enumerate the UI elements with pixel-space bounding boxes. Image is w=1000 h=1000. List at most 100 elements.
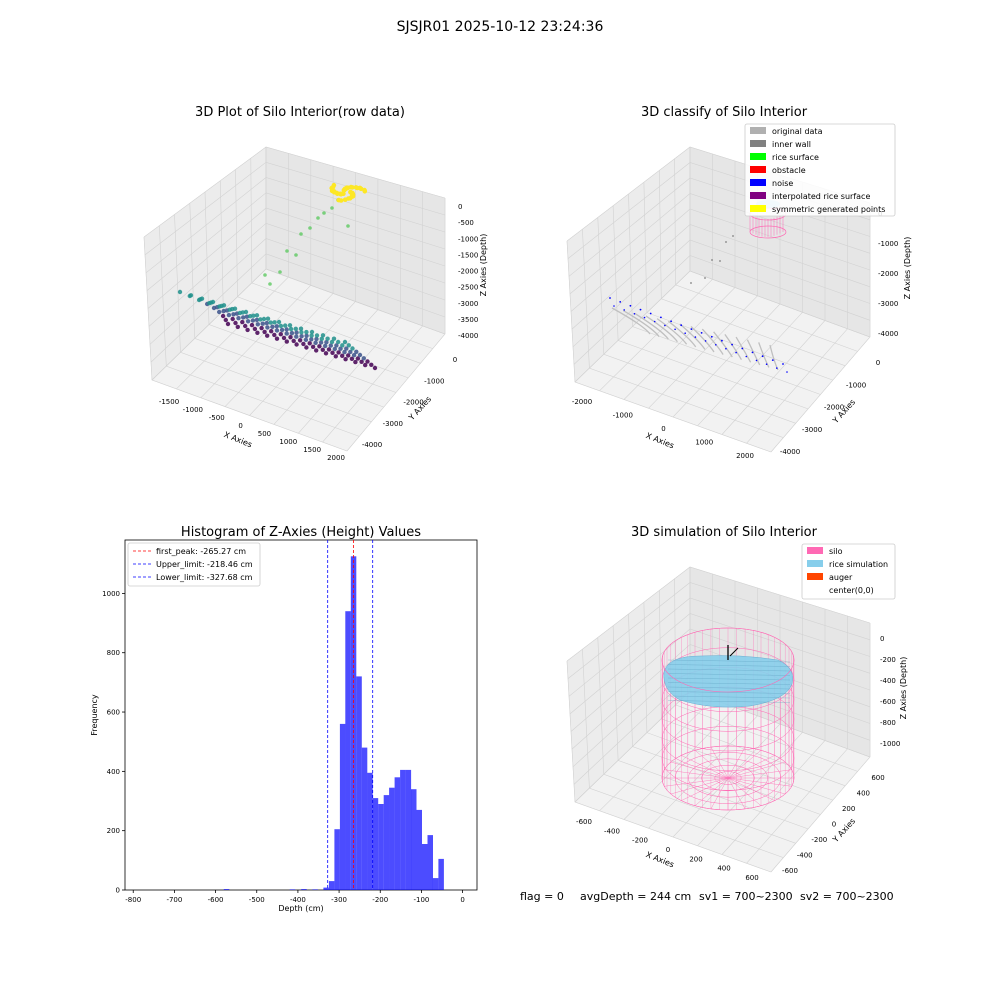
panel1-ytick: -2000: [403, 399, 423, 407]
panel1-point: [330, 206, 334, 210]
panel3-histogram-bar: [350, 556, 357, 890]
panel2-ticks: -2000 -1000 0 1000 2000 0 -1000 -2000 -3000 -4000…: [572, 210, 899, 460]
panel1-point: [299, 334, 304, 339]
panel3-histogram-bar: [334, 829, 340, 890]
panel3-histogram-bar: [411, 789, 417, 890]
panel1-point: [288, 335, 293, 340]
panel1-point: [349, 192, 355, 198]
panel1-point: [324, 340, 329, 345]
panel4-ztick: -800: [880, 719, 896, 727]
panel2-noise-point: [639, 308, 642, 311]
panel2-noise-point: [609, 297, 611, 299]
panel1-point: [359, 359, 364, 364]
panel3-bars: [223, 556, 444, 890]
panel1-point: [225, 321, 231, 327]
panel2-xtick: 2000: [736, 452, 754, 460]
panel1-point: [284, 327, 289, 332]
panel1-point: [372, 365, 378, 371]
panel3-ytick-label: 0: [116, 887, 120, 895]
panel1-xtick: 2000: [327, 454, 345, 462]
panel3-histogram-bar: [312, 889, 318, 890]
panel1-ztick: -4000: [458, 332, 478, 340]
panel3-ytick-label: 1000: [102, 590, 120, 598]
panel3-histogram-bar: [400, 769, 406, 890]
panel2-legend-swatch: [750, 127, 766, 134]
panel1-point: [226, 312, 232, 318]
panel1-point: [284, 331, 289, 336]
panel4-silo-floor-spoke: [727, 761, 786, 779]
panel1-point: [336, 339, 341, 345]
panel1-point: [340, 353, 345, 358]
panel1-point: [354, 349, 359, 354]
panel2-wall-curve: [701, 328, 724, 355]
panel1-point: [361, 356, 366, 361]
panel4-zlabel: Z Axies (Depth): [899, 657, 908, 720]
panel1-point: [301, 341, 306, 347]
panel2-legend: original data inner wall rice surface obsta…: [744, 123, 896, 217]
panel4-xtick: 0: [666, 846, 670, 854]
panel4-silo-floor-spoke: [670, 777, 729, 795]
panel-histogram: Histogram of Z-Axies (Height) Values -80…: [90, 525, 478, 913]
panel2-noise-point: [751, 351, 754, 354]
panel1-point: [304, 329, 309, 335]
panel1-point: [287, 323, 293, 328]
panel3-ytick-label: 800: [107, 649, 120, 657]
panel2-noise-point: [690, 328, 693, 330]
panel1-point: [309, 329, 315, 335]
panel2-noise-point: [680, 324, 683, 327]
panel3-xlabel: Depth (cm): [278, 904, 323, 913]
panel2-legend-label: interpolated rice surface: [772, 192, 870, 201]
panel3-ref-lines: [327, 540, 374, 890]
panel4-xtick: 400: [717, 865, 730, 873]
panel1-ytick: -3000: [383, 420, 403, 428]
panel1-point: [309, 337, 314, 342]
panel1-point: [354, 185, 360, 191]
panel1-zlabel: Z Axies (Depth): [479, 234, 488, 297]
panel2-legend-swatch: [750, 140, 766, 147]
panel3-ytick-label: 400: [107, 768, 120, 776]
panel2-grid-y: [643, 182, 834, 381]
panel1-point: [303, 337, 309, 342]
panel2-noise-point: [674, 328, 676, 331]
panel1-point: [314, 336, 319, 342]
panel1-point: [304, 345, 309, 350]
panel1-point: [250, 318, 256, 323]
panel1-ytick: -4000: [362, 441, 382, 449]
panel1-point: [320, 347, 325, 352]
panel4-title: 3D simulation of Silo Interior: [631, 525, 818, 540]
panel2-ytick: -1000: [846, 381, 866, 389]
panel4-silo-wall-ring: [661, 745, 795, 811]
panel1-ztick: -1000: [458, 235, 478, 243]
panel2-xtick: -1000: [613, 412, 633, 420]
panel3-legend-frame: [127, 542, 261, 587]
panel2-noise-point: [765, 363, 768, 366]
panel1-point: [343, 186, 349, 192]
panel4-silo-floor-spoke: [664, 769, 729, 779]
panel1-point: [274, 336, 280, 341]
panel3-xtick-label: -700: [166, 896, 182, 904]
panel2-wall-curve: [735, 336, 752, 363]
panel3-histogram-bar: [422, 844, 428, 890]
panel3-plot-frame: [124, 539, 478, 891]
panel4-legend: silo rice simulation auger center(0,0): [801, 543, 896, 600]
panel1-point: [294, 330, 299, 335]
panel2-grid-y: [612, 205, 809, 410]
panel2-grid-y: [674, 158, 858, 352]
panel1-point: [278, 332, 283, 337]
panel1-ztick: 0: [458, 203, 462, 211]
panel2-point: [690, 282, 692, 284]
flag-text: flag = 0: [520, 890, 564, 903]
panel1-ztick: -500: [458, 219, 474, 227]
panel1-point: [265, 316, 271, 321]
panel4-ytick: 400: [857, 790, 870, 798]
panel2-xtick: 1000: [695, 439, 713, 447]
panel1-point: [274, 328, 280, 333]
panel2-legend-label: inner wall: [772, 140, 811, 149]
panel2-noise-point: [771, 359, 774, 361]
panel1-point: [272, 320, 277, 325]
panel1-point: [245, 319, 251, 324]
panel1-point: [285, 249, 289, 253]
panel4-ztick: -200: [880, 656, 896, 664]
panel4-xtick: -200: [632, 837, 648, 845]
panel1-point: [340, 343, 345, 348]
